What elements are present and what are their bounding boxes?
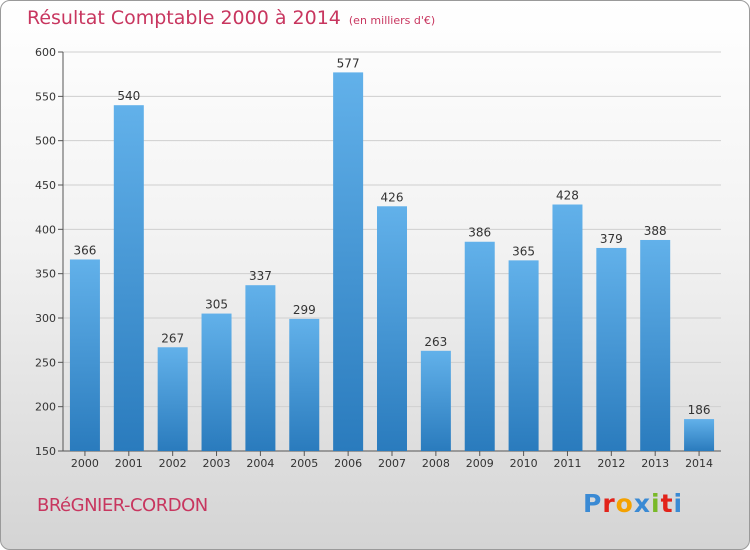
x-tick-label: 2014	[685, 457, 713, 470]
x-tick-label: 2005	[290, 457, 318, 470]
y-tick-label: 400	[35, 223, 56, 236]
y-tick-label: 300	[35, 312, 56, 325]
y-tick-label: 250	[35, 356, 56, 369]
brand-letter: x	[633, 489, 651, 518]
brand-letter: o	[615, 489, 634, 518]
data-label: 305	[205, 298, 228, 312]
bar-2005	[289, 318, 320, 451]
chart-unit-note: (en milliers d'€)	[348, 14, 436, 27]
bar-2000	[69, 259, 100, 451]
bar-2011	[552, 204, 583, 451]
bars	[69, 72, 715, 451]
data-label: 386	[468, 226, 491, 240]
data-label: 299	[293, 303, 316, 317]
brand-logo: Proxiti	[583, 489, 683, 518]
chart-title-text: Résultat Comptable 2000 à 2014	[27, 7, 341, 29]
bar-2006	[333, 72, 364, 451]
brand-letter: P	[583, 489, 603, 518]
x-tick-label: 2010	[510, 457, 538, 470]
bar-2013	[640, 239, 671, 451]
bar-2003	[201, 313, 232, 451]
brand-letter: i	[651, 489, 661, 518]
data-label: 337	[249, 269, 272, 283]
bar-2010	[508, 260, 539, 451]
bar-2008	[420, 350, 451, 451]
data-label: 428	[556, 189, 579, 203]
y-tick-label: 600	[35, 46, 56, 59]
brand-letter: t	[660, 489, 674, 518]
data-label: 263	[424, 335, 447, 349]
data-labels: 366 540 267 305 337 299 577 426 263 386 365 428 379 3…	[73, 56, 710, 417]
x-tick-label: 2011	[553, 457, 581, 470]
x-tick-label: 2004	[246, 457, 274, 470]
location-name: BRéGNIER-CORDON	[37, 495, 208, 516]
bar-2002	[157, 347, 188, 451]
x-tick-label: 2003	[203, 457, 231, 470]
y-tick-label: 350	[35, 268, 56, 281]
data-label: 379	[600, 232, 623, 246]
data-label: 540	[117, 89, 140, 103]
brand-letter: i	[673, 489, 684, 518]
y-tick-label: 500	[35, 135, 56, 148]
x-tick-label: 2000	[71, 457, 99, 470]
bar-2007	[377, 206, 407, 451]
x-tick-label: 2001	[115, 457, 143, 470]
data-label: 365	[512, 244, 535, 258]
y-tick-label: 200	[35, 401, 56, 414]
x-tick-label: 2007	[378, 457, 406, 470]
data-label: 388	[644, 224, 667, 238]
bar-2014	[684, 419, 715, 451]
data-label: 426	[381, 190, 404, 204]
data-label: 577	[337, 56, 360, 70]
x-tick-label: 2009	[466, 457, 494, 470]
x-tick-label: 2013	[641, 457, 669, 470]
data-label: 186	[688, 403, 711, 417]
bar-2001	[113, 105, 144, 451]
y-tick-label: 150	[35, 445, 56, 458]
brand-letter: r	[602, 489, 616, 518]
bar-2004	[245, 285, 276, 451]
bar-2012	[596, 247, 627, 451]
y-tick-label: 550	[35, 90, 56, 103]
data-label: 366	[73, 243, 96, 257]
chart-title: Résultat Comptable 2000 à 2014 (en millie…	[27, 7, 435, 29]
data-label: 267	[161, 331, 184, 345]
bar-2009	[464, 241, 495, 451]
x-tick-label: 2008	[422, 457, 450, 470]
y-tick-label: 450	[35, 179, 56, 192]
x-tick-label: 2002	[159, 457, 187, 470]
x-tick-label: 2012	[597, 457, 625, 470]
x-tick-label: 2006	[334, 457, 362, 470]
